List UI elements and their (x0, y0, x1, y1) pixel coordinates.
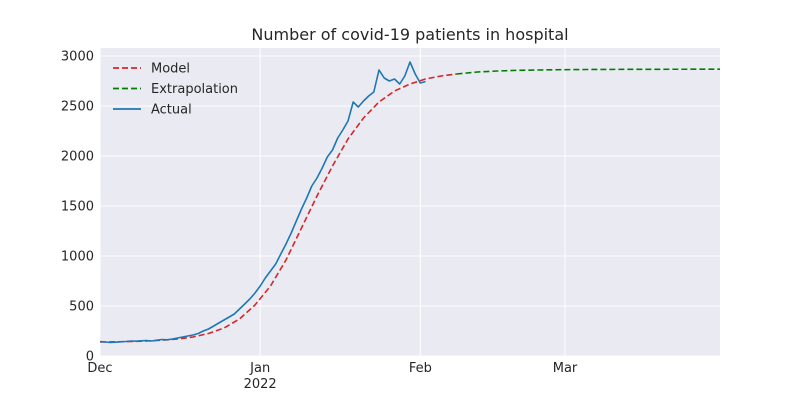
chart-title: Number of covid-19 patients in hospital (251, 25, 568, 44)
x-tick-label: Jan (249, 361, 270, 376)
legend: Model Extrapolation Actual (113, 62, 238, 118)
y-tick-label: 0 (86, 350, 94, 365)
legend-label-model: Model (151, 62, 190, 77)
grid (99, 48, 720, 357)
y-tick-label: 3000 (61, 50, 94, 65)
x-tick-label: Dec (87, 361, 112, 376)
y-tick-label: 1000 (61, 250, 94, 265)
y-tick-label: 2000 (61, 150, 94, 165)
x-tick-label: Mar (553, 361, 578, 376)
series-layer (99, 61, 721, 344)
legend-label-actual: Actual (151, 103, 192, 118)
y-tick-label: 500 (69, 300, 94, 315)
y-tick-label: 1500 (61, 200, 94, 215)
plot-area (100, 48, 720, 356)
y-tick-label: 2500 (61, 100, 94, 115)
x-tick-label: Feb (409, 361, 432, 376)
series-line-extrapolation (456, 68, 721, 75)
legend-label-extrapolation: Extrapolation (151, 82, 238, 97)
x-tick-sublabel: 2022 (244, 377, 277, 392)
series-line-actual (99, 61, 426, 344)
